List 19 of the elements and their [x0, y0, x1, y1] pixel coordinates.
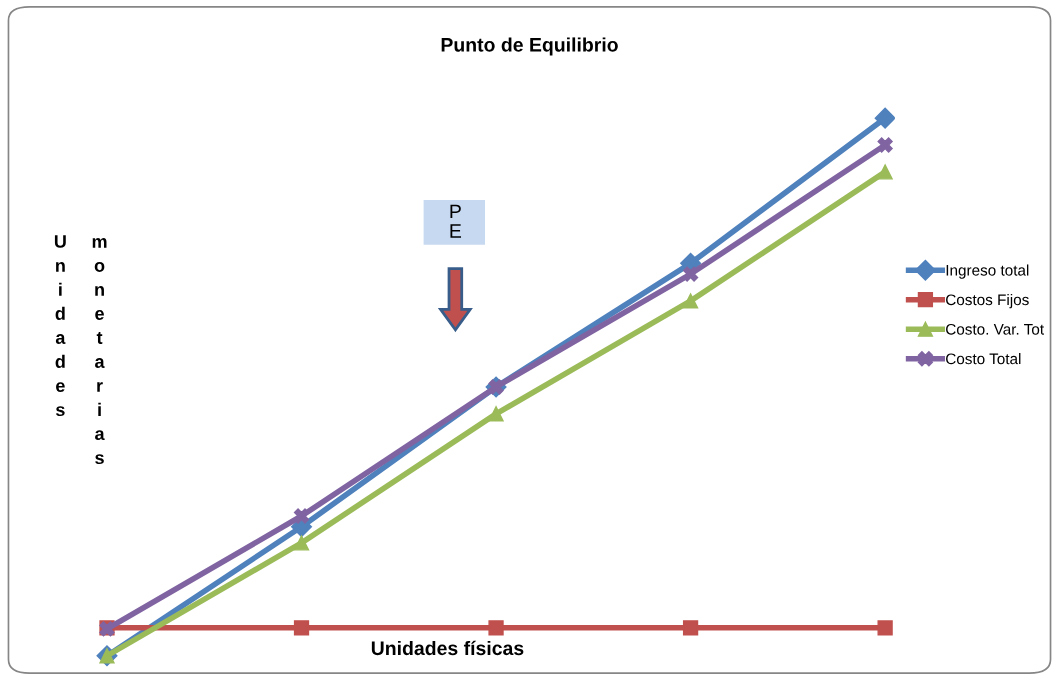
- point: [488, 406, 504, 422]
- point: [293, 620, 310, 636]
- legend-label: Ingreso total: [946, 264, 1029, 279]
- point: [877, 620, 893, 636]
- x-axis-title: Unidades físicas: [371, 640, 524, 656]
- point: [293, 535, 310, 551]
- point: [877, 164, 893, 180]
- legend-label: Costo Total: [946, 353, 1021, 365]
- chart-title: Punto de Equilibrio: [441, 37, 618, 56]
- point: [682, 620, 699, 636]
- point: [682, 293, 699, 309]
- point: [877, 137, 893, 153]
- point: [874, 107, 895, 129]
- text: Unidades monetarias: [54, 235, 107, 465]
- point: [682, 266, 699, 282]
- annotation: PE: [450, 204, 462, 238]
- legend-label: Costo. Var. Tot: [946, 323, 1044, 335]
- legend-label: Costos Fijos: [946, 293, 1029, 309]
- point: [488, 620, 504, 636]
